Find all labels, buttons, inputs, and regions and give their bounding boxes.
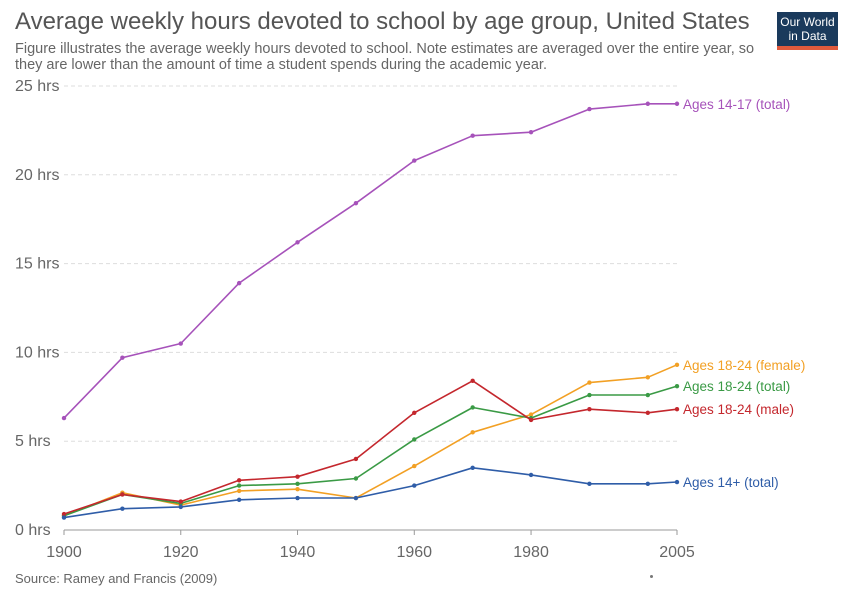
- y-tick-label: 25 hrs: [15, 78, 59, 95]
- data-point: [236, 497, 242, 503]
- y-tick-label: 15 hrs: [15, 256, 59, 273]
- x-tick-label: 2005: [659, 544, 695, 561]
- x-tick-label: 1960: [396, 544, 432, 561]
- data-point: [587, 392, 592, 398]
- grid-lines: [63, 85, 678, 535]
- y-axis-labels: 0 hrs 5 hrs 10 hrs 15 hrs 20 hrs 25 hrs: [15, 78, 59, 539]
- data-point: [528, 412, 534, 417]
- series-line: [63, 385, 678, 517]
- series-label: Ages 18-24 (male): [683, 402, 794, 417]
- data-point: [353, 201, 359, 206]
- y-tick-label: 10 hrs: [15, 344, 59, 361]
- data-point: [295, 481, 300, 487]
- data-point: [61, 515, 67, 520]
- data-point: [236, 478, 242, 483]
- data-point: [120, 355, 125, 360]
- logo-line-2: in Data: [788, 29, 827, 43]
- series-label: Ages 18-24 (total): [683, 379, 790, 394]
- data-point: [470, 430, 475, 435]
- series-label: Ages 18-24 (female): [683, 358, 805, 373]
- data-point: [412, 158, 417, 163]
- data-point: [528, 472, 534, 478]
- logo-line-1: Our World: [780, 15, 835, 29]
- data-point: [120, 506, 125, 511]
- data-point: [295, 486, 300, 492]
- series-lines: [61, 101, 680, 520]
- data-point: [587, 481, 592, 487]
- series-line: [63, 466, 678, 519]
- data-point: [295, 240, 300, 245]
- data-point: [674, 407, 680, 412]
- data-point: [674, 479, 680, 485]
- data-point: [528, 129, 534, 135]
- data-point: [587, 106, 592, 112]
- data-point: [120, 492, 125, 497]
- x-tick-label: 1940: [280, 544, 316, 561]
- data-point: [61, 415, 67, 421]
- data-point: [236, 483, 242, 488]
- x-tick-label: 1980: [513, 544, 549, 561]
- data-point: [674, 101, 680, 106]
- data-point: [295, 495, 300, 501]
- x-axis-labels: 1900 1920 1940 1960 1980 2005: [46, 544, 695, 561]
- chart-subtitle: Figure illustrates the average weekly ho…: [15, 41, 755, 73]
- y-tick-label: 20 hrs: [15, 167, 59, 184]
- data-point: [236, 488, 242, 494]
- data-point: [295, 474, 300, 479]
- x-tick-label: 1920: [163, 544, 199, 561]
- data-point: [674, 362, 680, 368]
- y-tick-label: 0 hrs: [15, 522, 51, 539]
- data-point: [178, 504, 183, 510]
- series-line: [63, 379, 678, 515]
- owid-logo[interactable]: Our World in Data: [777, 12, 838, 50]
- data-point: [178, 341, 183, 346]
- series-line: [63, 364, 678, 517]
- series-line: [63, 103, 677, 419]
- series-labels: Ages 14-17 (total) Ages 18-24 (female) Age…: [683, 97, 805, 490]
- data-point: [470, 465, 475, 471]
- dot-marker: [650, 575, 653, 578]
- data-point: [412, 410, 417, 415]
- data-point: [645, 481, 651, 487]
- chart-title: Average weekly hours devoted to school b…: [15, 8, 750, 35]
- y-tick-label: 5 hrs: [15, 433, 51, 450]
- data-point: [645, 410, 651, 415]
- data-point: [236, 280, 242, 286]
- source-note: Source: Ramey and Francis (2009): [15, 571, 218, 586]
- data-point: [470, 378, 475, 384]
- data-point: [470, 133, 475, 138]
- series-label: Ages 14-17 (total): [683, 97, 790, 112]
- data-point: [528, 417, 534, 423]
- data-point: [61, 511, 67, 517]
- data-point: [470, 405, 475, 410]
- data-point: [178, 499, 183, 504]
- data-point: [674, 383, 680, 389]
- x-tick-label: 1900: [46, 544, 82, 561]
- data-point: [353, 476, 359, 481]
- data-point: [412, 437, 417, 442]
- data-point: [587, 407, 592, 412]
- data-point: [353, 456, 359, 462]
- data-point: [645, 101, 651, 106]
- data-point: [587, 380, 592, 385]
- data-point: [645, 392, 651, 398]
- data-point: [412, 483, 417, 488]
- data-point: [645, 375, 651, 380]
- series-label: Ages 14+ (total): [683, 475, 779, 490]
- data-point: [353, 495, 359, 501]
- data-point: [412, 463, 417, 469]
